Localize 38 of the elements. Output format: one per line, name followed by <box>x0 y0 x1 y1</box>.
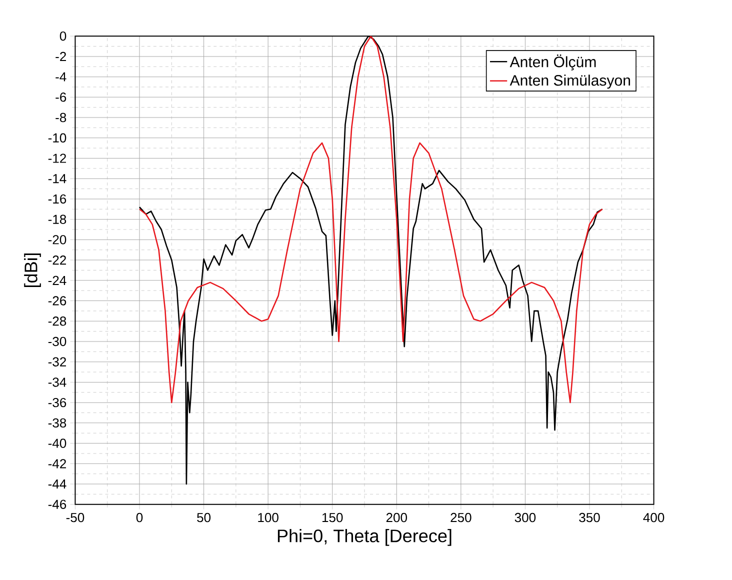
y-tick-label: -14 <box>48 174 66 184</box>
y-tick-label: -8 <box>56 113 66 122</box>
x-tick-label: 250 <box>450 513 472 522</box>
y-tick-label: 0 <box>60 32 66 41</box>
y-tick-label: -4 <box>56 72 66 82</box>
y-tick-label: -26 <box>48 296 66 306</box>
x-tick-label: 350 <box>579 513 600 522</box>
x-tick-label: 200 <box>386 513 408 522</box>
y-tick-label: -28 <box>48 316 66 326</box>
y-axis-title: [dBi] <box>24 254 41 288</box>
y-tick-label: -46 <box>48 500 66 510</box>
y-tick-label: -18 <box>48 214 66 224</box>
y-tick-label: -16 <box>48 194 66 204</box>
y-tick-label: -42 <box>48 459 66 468</box>
y-tick-label: -30 <box>48 337 66 346</box>
y-tick-label: -10 <box>48 133 66 143</box>
y-tick-label: -36 <box>48 398 66 408</box>
x-tick-label: 100 <box>258 513 278 522</box>
y-tick-label: -2 <box>56 52 66 62</box>
x-tick-label: -50 <box>66 513 84 522</box>
y-tick-label: -22 <box>48 256 66 265</box>
x-tick-label: 150 <box>322 513 343 522</box>
y-tick-label: -40 <box>48 438 66 448</box>
y-tick-label: -38 <box>48 418 66 428</box>
y-tick-label: -6 <box>56 92 66 102</box>
x-tick-label: 50 <box>197 513 211 522</box>
y-tick-label: -44 <box>48 480 66 489</box>
legend-label: Anten Simülasyon <box>510 74 630 89</box>
x-axis-title: Phi=0, Theta [Derece] <box>278 529 452 546</box>
y-tick-label: -12 <box>48 154 66 164</box>
x-tick-label: 300 <box>514 513 536 522</box>
legend-label: Anten Ölçüm <box>510 54 596 71</box>
x-tick-label: 0 <box>136 513 143 522</box>
y-tick-label: -20 <box>48 235 66 245</box>
x-tick-label: 400 <box>643 513 664 522</box>
y-tick-label: -32 <box>48 357 66 367</box>
y-tick-label: -24 <box>48 276 66 286</box>
y-tick-label: -34 <box>48 378 66 388</box>
